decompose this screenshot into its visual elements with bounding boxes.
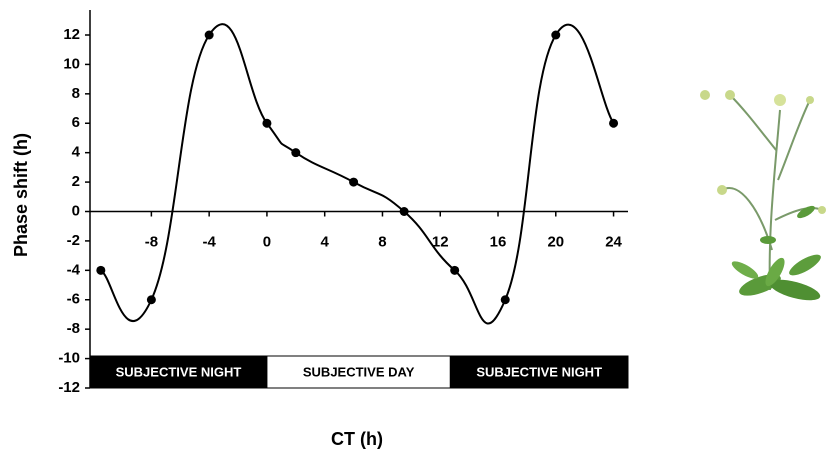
data-point [551,31,560,40]
data-point [96,266,105,275]
x-tick-label: -4 [202,233,216,250]
chart: Phase shift (h) CT (h) SUBJECTIVE NIGHT S… [0,0,829,456]
y-tick-label: -6 [67,291,80,308]
curve [101,24,614,323]
data-point [501,295,510,304]
data-point [349,178,358,187]
y-tick-label: 0 [72,202,80,219]
phase-band-label: SUBJECTIVE DAY [303,364,415,379]
x-tick-label: 24 [605,233,622,250]
data-point [609,119,618,128]
plant-illustration [700,90,826,304]
x-tick-label: 0 [263,233,271,250]
data-point [262,119,271,128]
y-tick-label: -4 [67,261,81,278]
y-tick-label: -10 [58,350,80,367]
y-tick-label: 10 [63,55,80,72]
y-tick-label: -2 [67,232,80,249]
y-tick-label: 12 [63,26,80,43]
y-tick-label: -12 [58,379,80,396]
phase-band-label: SUBJECTIVE NIGHT [116,364,242,379]
data-point [450,266,459,275]
x-tick-label: 16 [490,233,507,250]
data-point [291,148,300,157]
data-point [400,207,409,216]
x-tick-label: 20 [547,233,564,250]
x-tick-label: 8 [378,233,386,250]
x-tick-label: 4 [321,233,330,250]
data-point [205,31,214,40]
x-tick-label: -8 [145,233,158,250]
y-tick-label: 4 [72,144,81,161]
phase-band-label: SUBJECTIVE NIGHT [476,364,602,379]
x-axis-label: CT (h) [331,429,383,449]
y-tick-label: 8 [72,85,80,102]
y-tick-label: 2 [72,173,80,190]
y-axis-label: Phase shift (h) [11,133,31,257]
y-tick-label: 6 [72,114,80,131]
data-point [147,295,156,304]
y-tick-label: -8 [67,320,80,337]
